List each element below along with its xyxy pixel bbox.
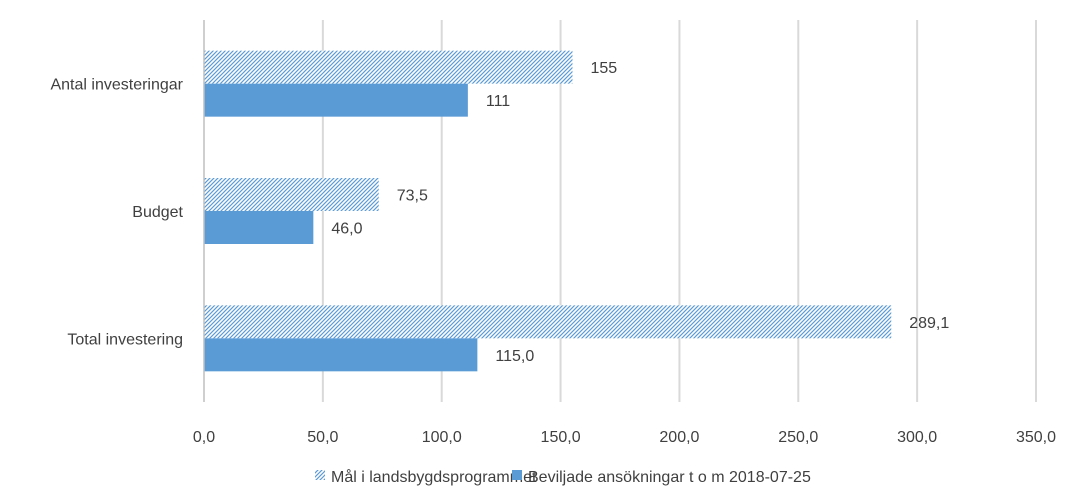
x-tick-label: 0,0 <box>193 429 215 446</box>
bar-approved <box>204 338 478 372</box>
bar-approved <box>204 83 468 117</box>
data-label: 46,0 <box>331 221 362 238</box>
category-label: Total investering <box>67 331 183 348</box>
category-labels: Antal investeringar Budget Total investeri… <box>50 77 183 349</box>
data-label: 155 <box>590 60 617 77</box>
data-label: 111 <box>486 93 510 110</box>
legend-swatch-approved <box>512 470 522 480</box>
x-tick-label: 200,0 <box>659 429 699 446</box>
x-tick-label: 50,0 <box>307 429 338 446</box>
bar-approved <box>204 211 314 244</box>
x-tick-label: 250,0 <box>778 429 818 446</box>
category-label: Antal investeringar <box>50 77 183 94</box>
x-tick-label: 100,0 <box>422 429 462 446</box>
bar-target <box>204 178 379 211</box>
x-tick-label: 300,0 <box>897 429 937 446</box>
legend-swatch-target <box>315 470 325 480</box>
x-tick-label: 150,0 <box>541 429 581 446</box>
category-label: Budget <box>132 204 183 221</box>
data-label: 73,5 <box>397 188 428 205</box>
legend-label: Mål i landsbygdsprogrammet <box>331 468 537 486</box>
x-tick-labels: 0,0 50,0 100,0 150,0 200,0 250,0 300,0 350,0 <box>193 429 1056 446</box>
data-label: 115,0 <box>495 348 534 365</box>
legend-label: Beviljade ansökningar t o m 2018-07-25 <box>528 469 811 486</box>
data-labels: 155 111 73,5 46,0 289,1 115,0 <box>331 60 949 365</box>
x-tick-label: 350,0 <box>1016 429 1056 446</box>
bar-target <box>204 305 892 339</box>
bars <box>204 50 892 372</box>
data-label: 289,1 <box>909 315 949 332</box>
bar-target <box>204 50 573 84</box>
